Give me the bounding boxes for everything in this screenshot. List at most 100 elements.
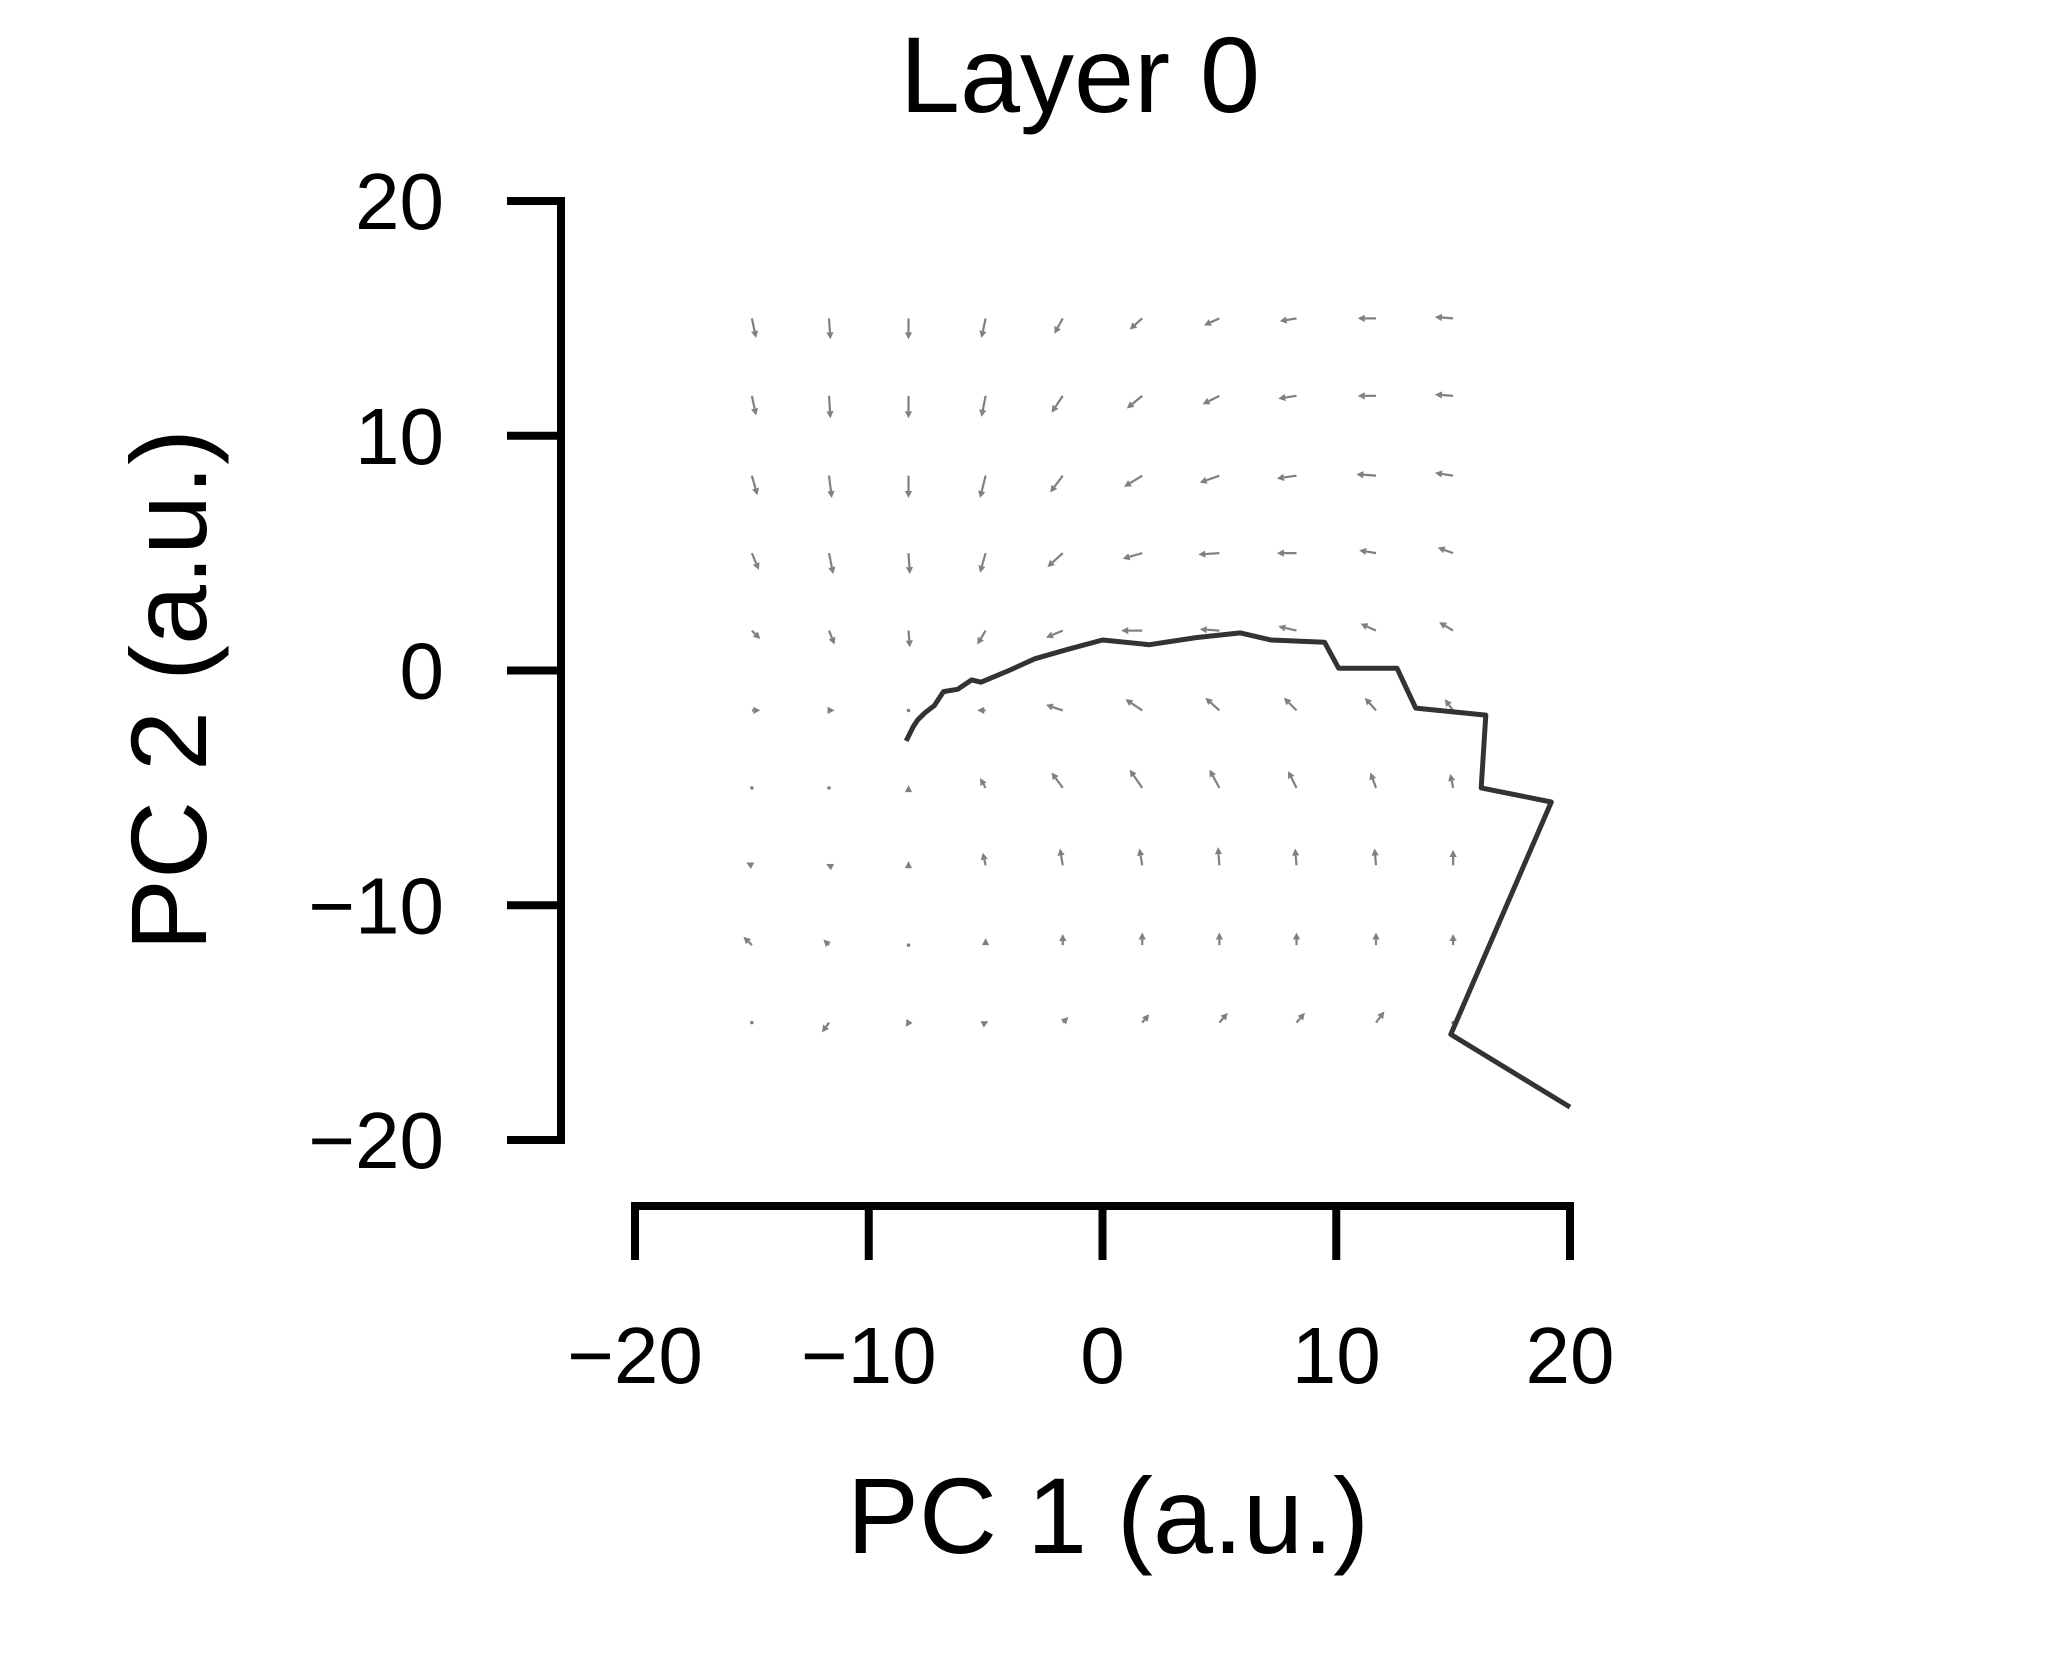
- vector-arrow: [1434, 391, 1454, 399]
- vector-arrow: [1278, 394, 1297, 402]
- vector-arrow: [750, 552, 760, 570]
- chart-title: Layer 0: [900, 14, 1260, 135]
- vector-arrow: [1129, 769, 1144, 789]
- vector-arrow: [1364, 697, 1377, 712]
- vector-arrow: [904, 395, 913, 419]
- vector-arrow: [1437, 546, 1454, 555]
- vector-arrow: [1292, 932, 1301, 946]
- vector-arrow: [1202, 394, 1220, 405]
- vector-arrow: [826, 395, 834, 419]
- vector-arrow: [977, 630, 987, 645]
- y-axis: −20 −10 0 10 20: [308, 157, 565, 1185]
- x-tick-label: −10: [801, 1311, 937, 1400]
- vector-arrow: [750, 475, 760, 496]
- vector-arrow: [1045, 629, 1064, 639]
- y-tick-label: −10: [308, 861, 444, 950]
- vector-arrow: [1372, 932, 1380, 946]
- vector-arrow: [1051, 772, 1064, 789]
- vector-arrow: [1288, 771, 1298, 789]
- vector-arrow: [1292, 848, 1300, 866]
- vector-arrow: [906, 708, 911, 713]
- vector-arrow: [1359, 547, 1377, 556]
- vector-arrow: [1278, 624, 1297, 632]
- vector-arrow: [751, 629, 761, 639]
- vector-arrow: [1295, 1012, 1305, 1024]
- vector-arrow: [1124, 474, 1143, 487]
- vector-arrow: [1449, 849, 1457, 866]
- vector-arrow: [1198, 550, 1220, 558]
- x-axis-label: PC 1 (a.u.): [847, 1455, 1369, 1576]
- vector-arrow: [750, 786, 754, 790]
- vector-arrow: [822, 1021, 830, 1033]
- vector-arrow: [978, 552, 987, 573]
- vector-arrow: [1360, 623, 1377, 632]
- vector-arrow: [1199, 626, 1220, 634]
- vector-arrow: [1205, 697, 1221, 712]
- vector-arrow: [1279, 316, 1297, 324]
- x-axis: −20 −10 0 10 20: [567, 1202, 1614, 1400]
- vector-arrow: [1375, 1011, 1385, 1024]
- vector-arrow: [743, 936, 753, 946]
- vector-arrow: [1199, 474, 1220, 484]
- vector-arrow: [979, 395, 987, 417]
- vector-arrow: [746, 862, 755, 869]
- vector-arrow: [1434, 313, 1454, 322]
- vector-arrow: [1357, 314, 1376, 322]
- vector-arrow: [1357, 392, 1376, 400]
- vector-arrow: [1047, 552, 1064, 568]
- y-tick-label: 0: [400, 627, 445, 716]
- vector-arrow: [827, 630, 836, 645]
- vector-arrow: [905, 1019, 913, 1027]
- x-tick-label: −20: [567, 1311, 703, 1400]
- vector-arrow: [1214, 847, 1223, 866]
- y-tick-label: 20: [355, 157, 444, 246]
- vector-arrow: [1060, 1017, 1069, 1025]
- vector-arrow: [1215, 932, 1223, 946]
- vector-arrow: [750, 395, 759, 416]
- vector-arrow: [1122, 552, 1143, 561]
- vector-arrow: [1448, 773, 1456, 789]
- vector-arrow: [1434, 470, 1454, 478]
- vector-arrow: [750, 1020, 754, 1025]
- vector-arrow: [1125, 699, 1143, 712]
- vector-arrow: [823, 939, 831, 948]
- vector-arrow: [1209, 769, 1221, 789]
- vector-arrow: [751, 706, 761, 715]
- vector-arrow: [905, 553, 914, 575]
- vector-arrow: [826, 318, 834, 340]
- vector-arrow: [1356, 471, 1377, 479]
- vector-arrow: [1138, 932, 1146, 946]
- vector-arrow: [1439, 622, 1454, 632]
- vector-arrow: [979, 318, 987, 338]
- vector-arrow: [1203, 317, 1220, 326]
- vector-arrow: [1276, 549, 1297, 557]
- vector-arrow: [827, 552, 836, 575]
- trajectory-line: [903, 630, 1572, 1110]
- vector-arrow: [826, 863, 835, 871]
- vector-arrow: [1121, 626, 1143, 635]
- vector-arrow: [827, 475, 835, 499]
- vector-arrow: [1369, 772, 1378, 789]
- vector-arrow: [980, 778, 987, 789]
- vector-arrow: [1051, 395, 1064, 413]
- vector-arrow: [827, 706, 835, 715]
- vector-arrow: [906, 943, 911, 947]
- vector-arrow: [980, 852, 988, 866]
- vector-arrow: [1129, 317, 1143, 330]
- vector-arrow: [1137, 848, 1145, 866]
- y-tick-label: −20: [308, 1096, 444, 1185]
- vector-arrow: [1276, 473, 1297, 482]
- vector-arrow: [1059, 933, 1067, 946]
- vector-arrow: [1371, 848, 1379, 866]
- vector-arrow: [1141, 1014, 1150, 1024]
- vector-arrow: [1126, 394, 1143, 409]
- vector-arrow: [978, 475, 987, 499]
- y-axis-label: PC 2 (a.u.): [108, 429, 229, 951]
- x-tick-label: 10: [1292, 1311, 1381, 1400]
- vector-arrow: [904, 785, 913, 793]
- vector-arrow: [1449, 933, 1457, 946]
- vector-arrow: [1218, 1012, 1228, 1024]
- vector-arrow: [750, 318, 759, 338]
- vector-arrow: [904, 475, 913, 499]
